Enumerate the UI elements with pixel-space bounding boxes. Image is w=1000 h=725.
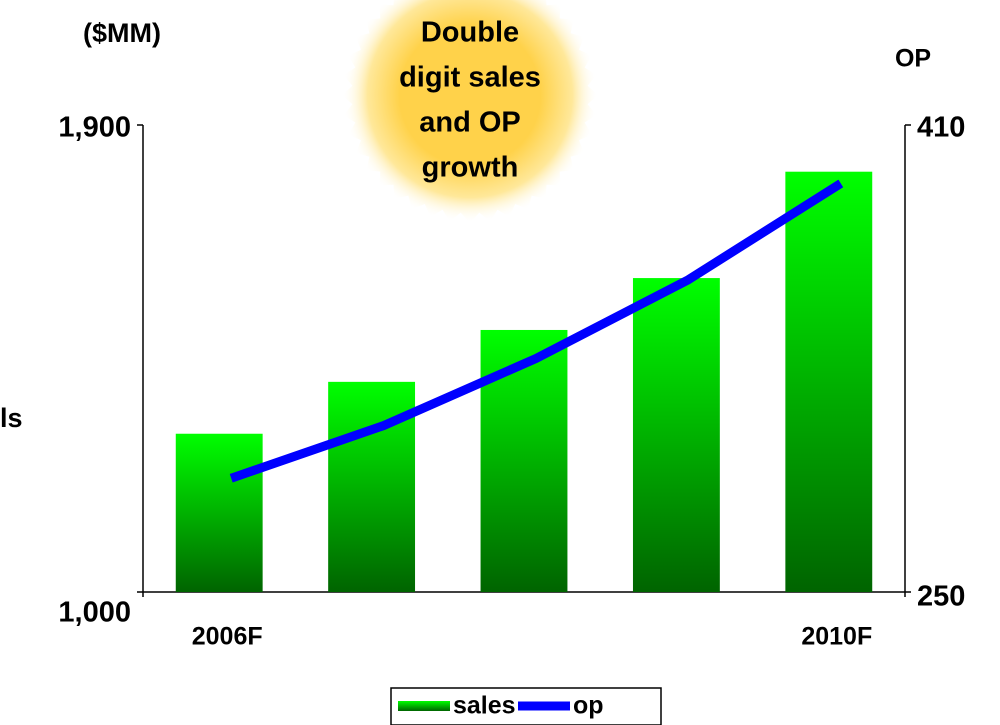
y2-axis-label: OP: [895, 45, 931, 73]
line: [229, 179, 844, 483]
annotation: Double: [421, 17, 519, 49]
bar: [785, 171, 873, 592]
x-tick-label: 2006F: [192, 623, 263, 651]
annotation: and OP: [419, 107, 521, 139]
y2-tick-label: 410: [917, 112, 965, 144]
y-tick-label: 1,900: [58, 112, 131, 144]
y-axis-side-label: ls: [0, 403, 23, 433]
annotation: digit sales: [399, 62, 541, 94]
x-tick-label: 2010F: [801, 623, 872, 651]
legend-label: op: [573, 692, 604, 720]
starburst-shape: [342, 0, 598, 223]
legend-swatch: [398, 701, 450, 711]
y-tick-label: 1,000: [58, 597, 131, 629]
legend-label: sales: [453, 692, 516, 720]
bar: [480, 329, 568, 592]
y-axis-label: ($MM): [83, 18, 161, 48]
bar: [175, 433, 263, 592]
bar: [632, 278, 720, 592]
starburst: [342, 0, 598, 223]
annotation: growth: [422, 152, 519, 184]
y2-tick-label: 250: [917, 581, 965, 613]
